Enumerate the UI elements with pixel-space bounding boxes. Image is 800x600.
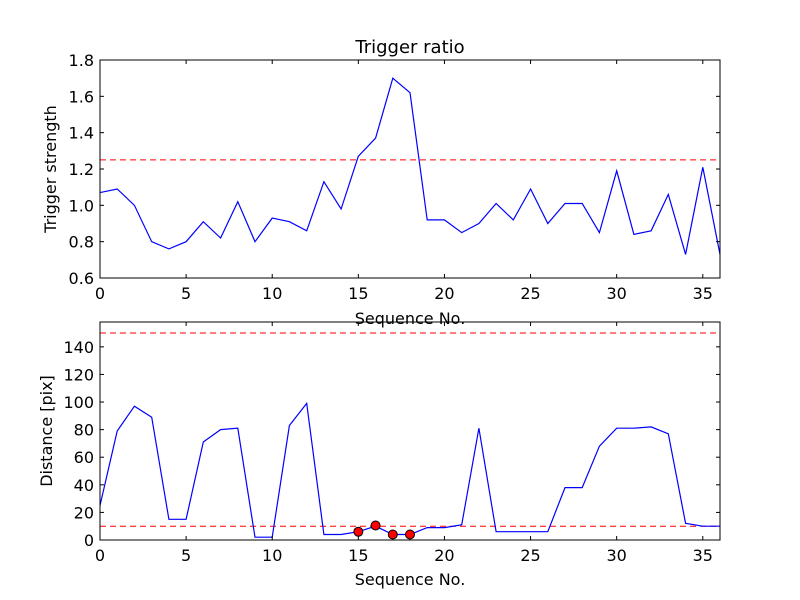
x-tick-label: 25 (520, 546, 540, 565)
x-tick-label: 5 (181, 546, 191, 565)
x-tick-label: 15 (348, 546, 368, 565)
y-axis-label: Trigger strength (41, 105, 60, 234)
series-line (99, 401, 720, 538)
x-tick-label: 20 (434, 546, 454, 565)
y-tick-label: 40 (74, 476, 94, 495)
y-tick-label: 1.2 (69, 160, 94, 179)
x-tick-label: 15 (348, 284, 368, 303)
x-tick-label: 30 (606, 546, 626, 565)
x-tick-label: 30 (606, 284, 626, 303)
y-tick-label: 140 (63, 338, 94, 357)
y-tick-label: 120 (63, 365, 94, 384)
x-tick-label: 0 (95, 284, 105, 303)
y-tick-label: 0.8 (69, 233, 94, 252)
data-point-marker (387, 529, 398, 540)
plot-frame (99, 321, 721, 541)
x-axis-label: Sequence No. (355, 570, 466, 589)
y-tick-label: 0.6 (69, 269, 94, 288)
series-line (99, 77, 721, 255)
y-tick-label: 1.4 (69, 124, 94, 143)
y-tick-label: 60 (74, 448, 94, 467)
chart-title: Trigger ratio (354, 37, 464, 58)
subplot-distance: 0 5 10 15 20 25 30 35 0 20 40 60 80 100 120 140 Sequen… (37, 321, 721, 589)
data-point-marker (370, 520, 381, 531)
x-tick-label: 10 (262, 284, 282, 303)
x-tick-label: 0 (95, 546, 105, 565)
x-axis-label: Sequence No. (355, 309, 466, 328)
x-tick-label: 25 (520, 284, 540, 303)
y-tick-label: 1.8 (69, 51, 94, 70)
y-axis-label: Distance [pix] (37, 375, 56, 487)
x-tick-label: 5 (181, 284, 191, 303)
data-point-marker (353, 526, 364, 537)
y-tick-label: 100 (63, 393, 94, 412)
y-tick-label: 0 (84, 531, 94, 550)
y-tick-label: 1.0 (69, 196, 94, 215)
x-tick-label: 35 (693, 546, 713, 565)
y-tick-label: 20 (74, 503, 94, 522)
y-tick-label: 80 (74, 421, 94, 440)
x-tick-label: 20 (434, 284, 454, 303)
subplot-trigger-ratio: Trigger ratio 0 5 10 15 20 25 30 35 0.6 0.8 1.0 1.… (41, 37, 721, 328)
y-tick-label: 1.6 (69, 87, 94, 106)
data-point-marker (405, 529, 415, 540)
x-tick-label: 35 (693, 284, 713, 303)
x-tick-label: 10 (262, 546, 282, 565)
